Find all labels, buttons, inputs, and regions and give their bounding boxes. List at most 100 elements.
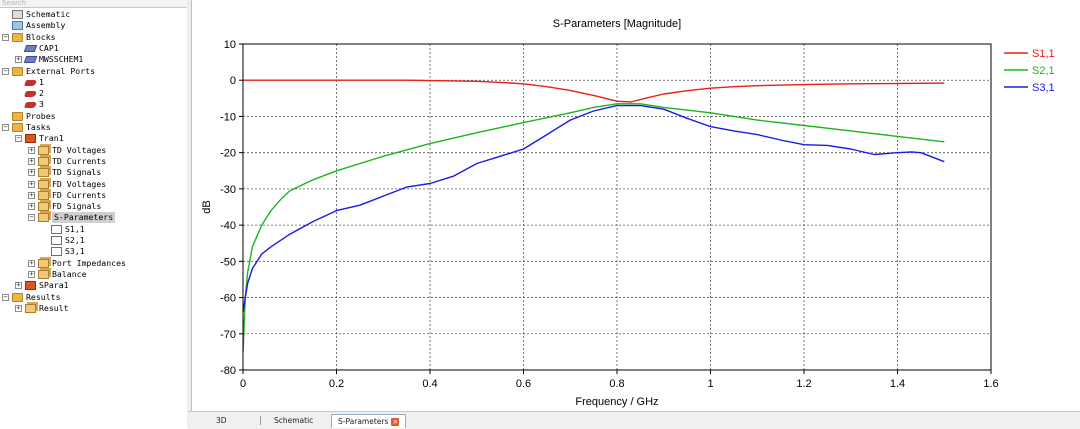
tree-item-balance[interactable]: + Balance [0, 269, 187, 280]
tree-item-label: Results [26, 291, 61, 302]
collapse-icon[interactable]: − [2, 292, 9, 301]
expand-icon[interactable]: + [28, 258, 35, 267]
tree-search-field[interactable]: Search [0, 0, 187, 8]
chart-svg: S-Parameters [Magnitude] Frequency / GHz… [201, 18, 1055, 408]
tree-item-schematic[interactable]: Schematic [0, 9, 187, 20]
folder-icon [12, 66, 23, 76]
expand-icon[interactable]: + [15, 303, 22, 312]
tree-item-label: S2,1 [65, 235, 85, 245]
tree-item-label: Balance [52, 268, 87, 279]
legend-label: S2,1 [1032, 65, 1055, 77]
tree-item-cap1[interactable]: CAP1 [0, 43, 187, 54]
tree-item-probes[interactable]: Probes [0, 111, 187, 122]
result-folder-icon [38, 156, 49, 166]
tree-item-mwsschem1[interactable]: + MWSSCHEM1 [0, 54, 187, 65]
tree-item-label: 1 [39, 76, 44, 87]
y-tick-label: 10 [224, 39, 236, 51]
task-icon [25, 281, 36, 291]
tree-item-blocks[interactable]: − Blocks [0, 32, 187, 43]
x-tick-label: 0 [240, 378, 246, 390]
tree-item-tran1[interactable]: − Tran1 [0, 133, 187, 144]
tree-item-3[interactable]: 3 [0, 99, 187, 110]
tree-item-label: FD Voltages [52, 178, 107, 189]
result-folder-icon [38, 145, 49, 155]
tree-item-label: TD Signals [52, 167, 102, 178]
signal-icon [51, 236, 62, 245]
tree-item-label: TD Currents [52, 155, 107, 166]
collapse-icon[interactable]: − [28, 213, 35, 222]
tree-item-external-ports[interactable]: − External Ports [0, 66, 187, 77]
tree-item-fd-currents[interactable]: + FD Currents [0, 190, 187, 201]
tree-item-label: Tran1 [39, 133, 64, 144]
expand-icon[interactable]: + [28, 156, 35, 165]
plot-frame [242, 43, 992, 371]
tree-item-s1-1[interactable]: S1,1 [0, 224, 187, 235]
tree-item-label: Assembly [26, 20, 66, 31]
expand-icon[interactable]: + [28, 190, 35, 199]
collapse-icon[interactable]: − [2, 66, 9, 75]
expand-icon[interactable]: + [15, 281, 22, 290]
panel-splitter[interactable] [187, 0, 192, 428]
tree-item-2[interactable]: 2 [0, 88, 187, 99]
result-folder-icon [38, 258, 49, 268]
tree-item-td-voltages[interactable]: + TD Voltages [0, 145, 187, 156]
result-folder-icon [38, 202, 49, 212]
collapse-icon[interactable]: − [15, 134, 22, 143]
expand-icon[interactable]: + [28, 179, 35, 188]
tree-item-td-currents[interactable]: + TD Currents [0, 156, 187, 167]
legend-label: S3,1 [1032, 82, 1055, 94]
x-tick-label: 0.6 [516, 378, 531, 390]
tree-item-s-parameters[interactable]: − S-Parameters [0, 212, 187, 224]
collapse-icon[interactable]: − [2, 123, 9, 131]
tree-item-label: MWSSCHEM1 [39, 54, 84, 65]
task-icon [25, 134, 36, 144]
x-tick-label: 0.2 [329, 378, 344, 390]
y-tick-label: -80 [220, 365, 236, 377]
signal-icon [51, 247, 62, 257]
block-icon [23, 44, 38, 52]
tree-item-fd-voltages[interactable]: + FD Voltages [0, 179, 187, 190]
tab-label: 3D [216, 416, 227, 425]
tab-schematic[interactable]: Schematic [268, 414, 319, 427]
tree-item-s2-1[interactable]: S2,1 [0, 235, 187, 246]
y-tick-label: -10 [220, 111, 236, 123]
tree-item-assembly[interactable]: Assembly [0, 20, 187, 31]
collapse-icon[interactable]: − [2, 32, 9, 41]
tree-item-label: Tasks [26, 122, 51, 132]
tree-item-results[interactable]: − Results [0, 292, 187, 303]
x-tick-label: 0.8 [609, 378, 624, 390]
x-tick-label: 1.4 [890, 378, 905, 390]
close-tab-icon[interactable]: × [391, 418, 400, 426]
tree-item-label: Blocks [26, 31, 56, 42]
tree-item-label: SPara1 [39, 280, 69, 291]
tab-label: Schematic [274, 416, 314, 425]
expand-icon[interactable]: + [28, 168, 35, 177]
y-tick-label: 0 [230, 75, 236, 87]
tree-item-label: FD Currents [52, 189, 107, 200]
tree-item-spara1[interactable]: + SPara1 [0, 280, 187, 291]
schematic-icon [12, 10, 23, 19]
tree-item-label: External Ports [26, 65, 96, 76]
assembly-icon [12, 21, 23, 31]
folder-icon [12, 123, 23, 132]
expand-icon[interactable]: + [28, 145, 35, 154]
y-axis-label: dB [201, 200, 213, 213]
x-tick-label: 1 [707, 378, 713, 390]
tree-item-s3-1[interactable]: S3,1 [0, 246, 187, 257]
plot-area [243, 44, 991, 370]
tree-item-label: CAP1 [39, 42, 59, 53]
tab-3d[interactable]: 3D [210, 414, 233, 427]
x-tick-label: 1.2 [796, 378, 811, 390]
tree-item-fd-signals[interactable]: + FD Signals [0, 201, 187, 212]
port-icon [23, 79, 38, 86]
tree-item-tasks[interactable]: − Tasks [0, 122, 187, 133]
tree-item-result[interactable]: + Result [0, 303, 187, 314]
tree-item-1[interactable]: 1 [0, 77, 187, 88]
expand-icon[interactable]: + [15, 55, 22, 64]
expand-icon[interactable]: + [28, 202, 35, 211]
expand-icon[interactable]: + [28, 269, 35, 278]
block-icon [23, 56, 38, 64]
tree-item-port-impedances[interactable]: + Port Impedances [0, 258, 187, 269]
tree-item-td-signals[interactable]: + TD Signals [0, 167, 187, 178]
tab-s-parameters[interactable]: S-Parameters × [331, 414, 407, 428]
